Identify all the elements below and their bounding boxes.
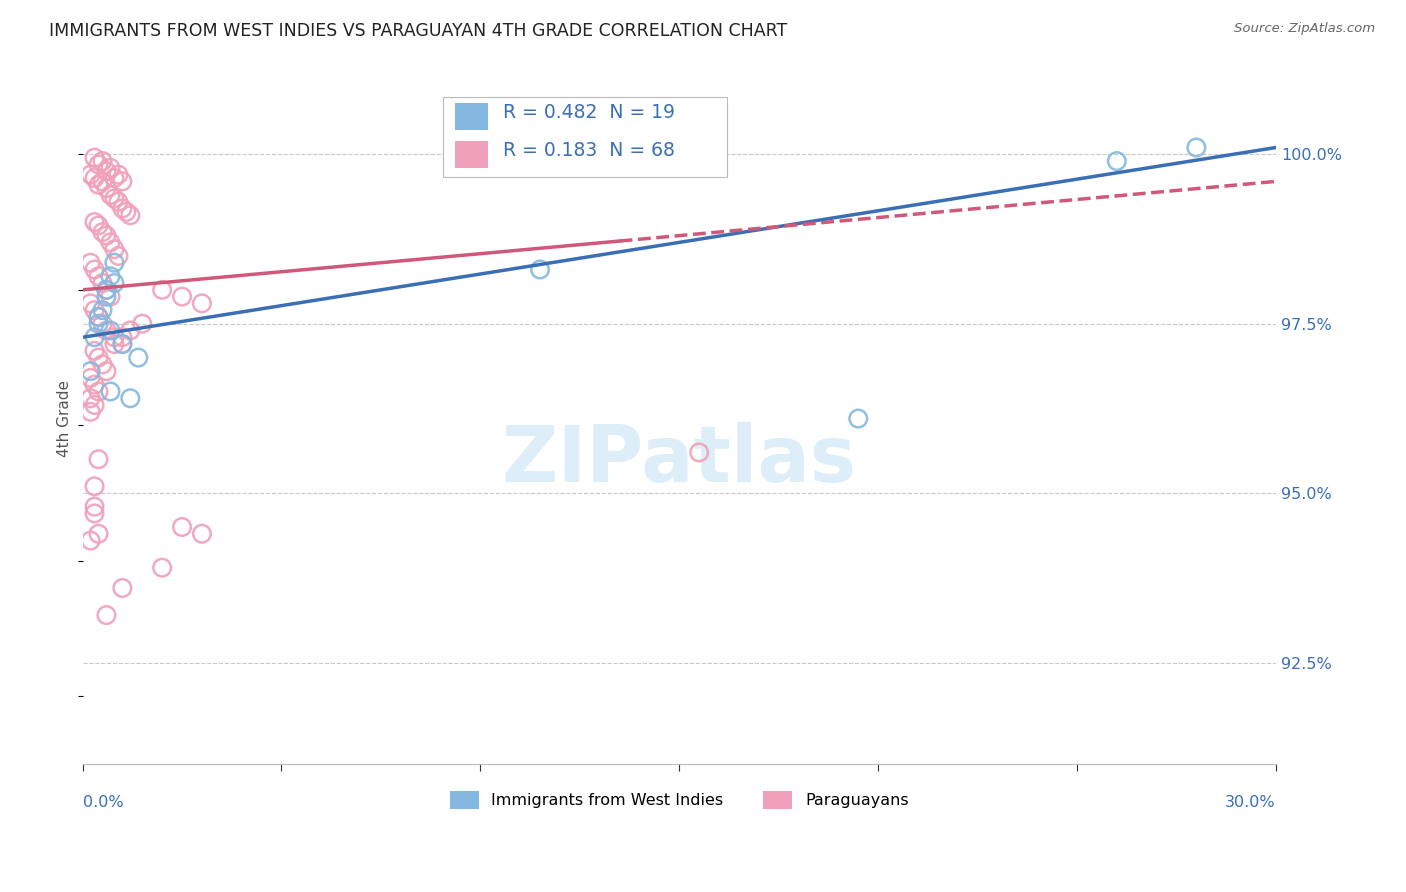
Point <box>111 174 134 188</box>
Point <box>107 168 129 182</box>
Point <box>79 533 101 548</box>
Point <box>83 479 105 493</box>
Point <box>107 249 129 263</box>
Point <box>96 164 118 178</box>
Point <box>83 507 105 521</box>
Text: R = 0.482  N = 19: R = 0.482 N = 19 <box>503 103 675 122</box>
Point <box>79 256 101 270</box>
Y-axis label: 4th Grade: 4th Grade <box>58 380 72 457</box>
Point <box>100 269 122 284</box>
Point <box>103 256 125 270</box>
Point <box>87 452 110 467</box>
Point <box>91 154 114 169</box>
Point <box>107 194 129 209</box>
Point <box>83 343 105 358</box>
Point <box>91 317 114 331</box>
Point <box>1105 154 1128 169</box>
Point <box>87 526 110 541</box>
Point <box>103 171 125 186</box>
Point <box>87 219 110 233</box>
Text: R = 0.183  N = 68: R = 0.183 N = 68 <box>503 141 675 160</box>
Point <box>150 283 173 297</box>
Point <box>96 608 118 623</box>
Point <box>150 560 173 574</box>
Point <box>87 384 110 399</box>
Point <box>83 500 105 514</box>
Point <box>83 330 105 344</box>
Point <box>103 242 125 256</box>
Point <box>79 364 101 378</box>
Point <box>131 317 153 331</box>
Point <box>79 296 101 310</box>
Text: ZIPatlas: ZIPatlas <box>502 422 856 498</box>
Point <box>111 330 134 344</box>
Point <box>100 323 122 337</box>
Point <box>191 526 214 541</box>
Point <box>83 151 105 165</box>
Point <box>100 290 122 304</box>
Point <box>100 188 122 202</box>
Point <box>87 178 110 192</box>
Point <box>91 303 114 318</box>
Point <box>111 337 134 351</box>
Point <box>100 235 122 250</box>
Point <box>79 391 101 405</box>
FancyBboxPatch shape <box>456 141 488 169</box>
FancyBboxPatch shape <box>456 103 488 130</box>
Point <box>111 337 134 351</box>
Point <box>96 181 118 195</box>
Point <box>120 391 142 405</box>
Text: IMMIGRANTS FROM WEST INDIES VS PARAGUAYAN 4TH GRADE CORRELATION CHART: IMMIGRANTS FROM WEST INDIES VS PARAGUAYA… <box>49 22 787 40</box>
Point <box>96 364 118 378</box>
Point <box>96 283 118 297</box>
Point <box>120 323 142 337</box>
Point <box>79 371 101 385</box>
Point <box>100 161 122 175</box>
Point <box>688 445 710 459</box>
Point <box>79 168 101 182</box>
Point <box>170 290 193 304</box>
Point <box>83 215 105 229</box>
Point <box>100 384 122 399</box>
Point <box>191 296 214 310</box>
Point <box>91 225 114 239</box>
Point <box>103 337 125 351</box>
Point <box>120 208 142 222</box>
Point <box>96 228 118 243</box>
Point <box>96 323 118 337</box>
Point <box>103 191 125 205</box>
Point <box>87 351 110 365</box>
Point <box>111 202 134 216</box>
Point <box>83 171 105 186</box>
Point <box>103 276 125 290</box>
Point <box>96 290 118 304</box>
Text: Source: ZipAtlas.com: Source: ZipAtlas.com <box>1234 22 1375 36</box>
Point <box>170 520 193 534</box>
Point <box>96 283 118 297</box>
Text: 0.0%: 0.0% <box>83 796 124 810</box>
Point <box>127 351 149 365</box>
Point <box>91 174 114 188</box>
Point <box>87 310 110 324</box>
Point <box>846 411 869 425</box>
Point <box>529 262 551 277</box>
Point <box>79 405 101 419</box>
Point <box>87 310 110 324</box>
Point <box>103 330 125 344</box>
Point <box>87 317 110 331</box>
Point <box>1185 140 1208 154</box>
Point <box>87 157 110 171</box>
Point <box>87 269 110 284</box>
FancyBboxPatch shape <box>443 97 727 177</box>
Text: 30.0%: 30.0% <box>1225 796 1275 810</box>
Point <box>83 377 105 392</box>
Legend: Immigrants from West Indies, Paraguayans: Immigrants from West Indies, Paraguayans <box>443 785 915 815</box>
Point <box>83 262 105 277</box>
Point <box>111 581 134 595</box>
Point <box>83 398 105 412</box>
Point <box>91 357 114 371</box>
Point <box>115 205 138 219</box>
Point <box>83 303 105 318</box>
Point <box>91 276 114 290</box>
